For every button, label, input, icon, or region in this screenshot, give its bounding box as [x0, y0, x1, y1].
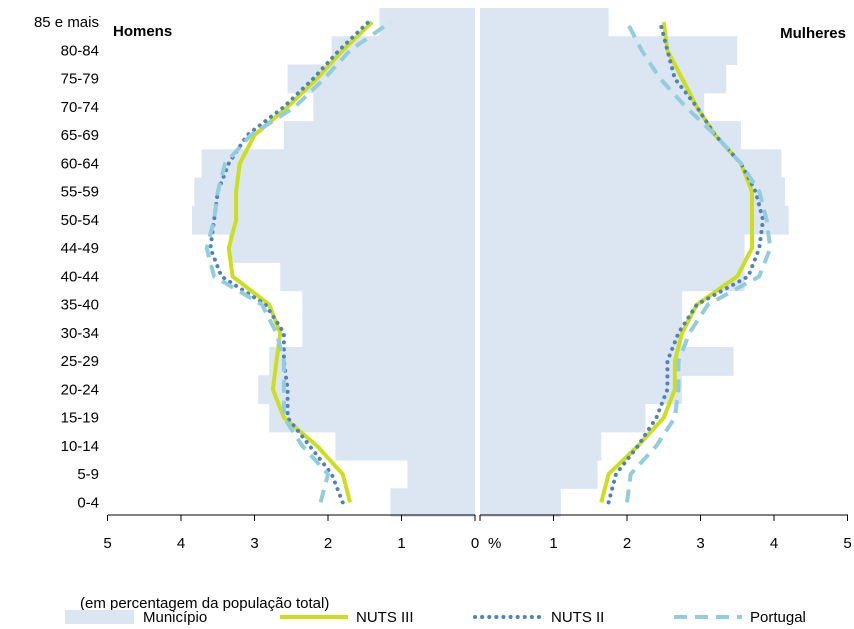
women-panel-title: Mulheres: [780, 25, 846, 42]
x-axis-note: (em percentagem da população total): [80, 595, 329, 612]
municipio-men-bar: [269, 403, 475, 433]
age-group-label: 10-14: [61, 438, 99, 455]
lines-layer: [204, 20, 773, 505]
age-group-label: 20-24: [61, 381, 99, 398]
age-group-label: 85 e mais: [34, 14, 99, 31]
x-tick-label: 1: [549, 535, 557, 552]
x-tick-label: 4: [770, 535, 778, 552]
municipio-women-bar: [480, 460, 598, 489]
municipio-men-bar: [280, 262, 475, 292]
municipio-men-bar: [302, 290, 475, 320]
municipio-women-bar: [480, 290, 683, 320]
nuts-ii-women-line: [606, 20, 765, 505]
municipio-women-bar: [480, 121, 741, 150]
age-group-label: 60-64: [61, 155, 99, 172]
municipio-women-bar: [480, 488, 561, 518]
municipio-women-bar: [480, 177, 786, 207]
age-group-labels: 0-4 5-9 10-14 15-19 20-24 25-29 30-34 35-40 40-4…: [34, 14, 99, 511]
legend-label-nuts-iii: NUTS III: [356, 609, 414, 626]
portugal-men-line: [204, 20, 392, 503]
x-tick-labels: 5 4 3 2 1 0 1 2 3 4 5: [103, 535, 851, 552]
x-tick-label: 5: [843, 535, 851, 552]
legend-label-portugal: Portugal: [750, 609, 806, 626]
age-group-label: 0-4: [77, 494, 99, 511]
age-group-label: 35-40: [61, 297, 99, 314]
x-tick-label: 2: [324, 535, 332, 552]
municipio-women-bar: [480, 149, 782, 179]
age-group-label: 30-34: [61, 325, 99, 342]
municipio-men-bar: [302, 318, 475, 348]
municipio-women-bar: [480, 347, 734, 376]
municipio-women-bar: [480, 36, 738, 66]
municipio-men-bar: [379, 8, 475, 37]
x-unit-label: %: [488, 535, 501, 552]
age-group-label: 5-9: [77, 466, 99, 483]
x-tick-label: 2: [623, 535, 631, 552]
nuts-iii-men-line: [226, 20, 374, 503]
age-group-label: 65-69: [61, 127, 99, 144]
legend-label-município: Município: [143, 609, 207, 626]
legend: Município NUTS III NUTS II Portugal: [65, 609, 806, 626]
municipio-women-bar: [480, 262, 745, 292]
age-group-label: 75-79: [61, 71, 99, 88]
municipio-women-bar: [480, 234, 745, 263]
age-group-label: 50-54: [61, 212, 99, 229]
age-group-label: 55-59: [61, 184, 99, 201]
age-group-label: 15-19: [61, 410, 99, 427]
x-tick-label: 3: [696, 535, 704, 552]
municipio-women-bar: [480, 403, 646, 433]
municipio-women-bar: [480, 8, 609, 37]
x-tick-label: 1: [397, 535, 405, 552]
portugal-women-line: [625, 21, 773, 503]
municipio-men-bar: [313, 92, 475, 122]
municipio-women-bar: [480, 205, 789, 235]
municipio-women-bar: [480, 431, 602, 461]
municipio-men-bar: [192, 205, 475, 235]
municipio-men-bar: [228, 234, 475, 263]
bars-layer: [192, 8, 789, 518]
age-group-label: 80-84: [61, 42, 99, 59]
x-tick-label: 0: [471, 535, 479, 552]
municipio-men-bar: [194, 177, 476, 207]
municipio-men-bar: [258, 375, 475, 405]
municipio-men-bar: [269, 347, 475, 376]
municipio-men-bar: [407, 460, 475, 489]
x-tick-label: 3: [250, 535, 258, 552]
tick-marks: [107, 515, 848, 521]
municipio-men-bar: [335, 431, 475, 461]
age-group-label: 70-74: [61, 99, 99, 116]
legend-label-nuts-ii: NUTS II: [551, 609, 604, 626]
age-group-label: 44-49: [61, 240, 99, 257]
municipio-women-bar: [480, 318, 683, 348]
municipio-men-bar: [390, 488, 475, 518]
age-group-label: 25-29: [61, 353, 99, 370]
municipio-men-bar: [283, 121, 475, 150]
x-tick-label: 5: [103, 535, 111, 552]
age-group-label: 40-44: [61, 268, 99, 285]
men-panel-title: Homens: [113, 23, 172, 40]
nuts-ii-men-line: [208, 20, 371, 505]
municipio-women-bar: [480, 92, 705, 122]
legend-swatch-município: [65, 610, 134, 624]
municipio-men-bar: [201, 149, 475, 179]
x-tick-label: 4: [177, 535, 185, 552]
municipio-men-bar: [331, 36, 475, 66]
municipio-women-bar: [480, 375, 683, 405]
